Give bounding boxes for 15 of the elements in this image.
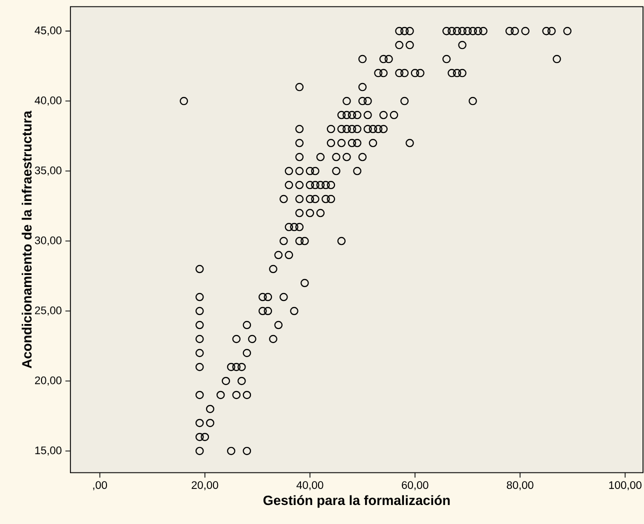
x-tick-label: ,00 [93, 481, 108, 490]
x-tick-label: 40,00 [296, 481, 324, 490]
y-tick-label: 40,00 [34, 96, 62, 106]
x-tick-label: 60,00 [402, 481, 428, 490]
y-tick-label: 45,00 [34, 26, 62, 36]
y-tick-label: 30,00 [34, 236, 62, 246]
x-tick-label: 20,00 [192, 481, 218, 490]
x-tick-label: 100,00 [609, 481, 642, 490]
x-tick-label: 80,00 [506, 481, 534, 490]
y-tick-label: 35,00 [34, 166, 62, 176]
y-tick-label: 25,00 [35, 306, 62, 316]
y-tick-label: 15,00 [35, 446, 62, 456]
y-axis-title: Acondicionamiento de la infraestructura [22, 110, 32, 368]
y-tick-label: 20,00 [35, 376, 62, 386]
x-axis-title: Gestión para la formalización [263, 495, 450, 508]
